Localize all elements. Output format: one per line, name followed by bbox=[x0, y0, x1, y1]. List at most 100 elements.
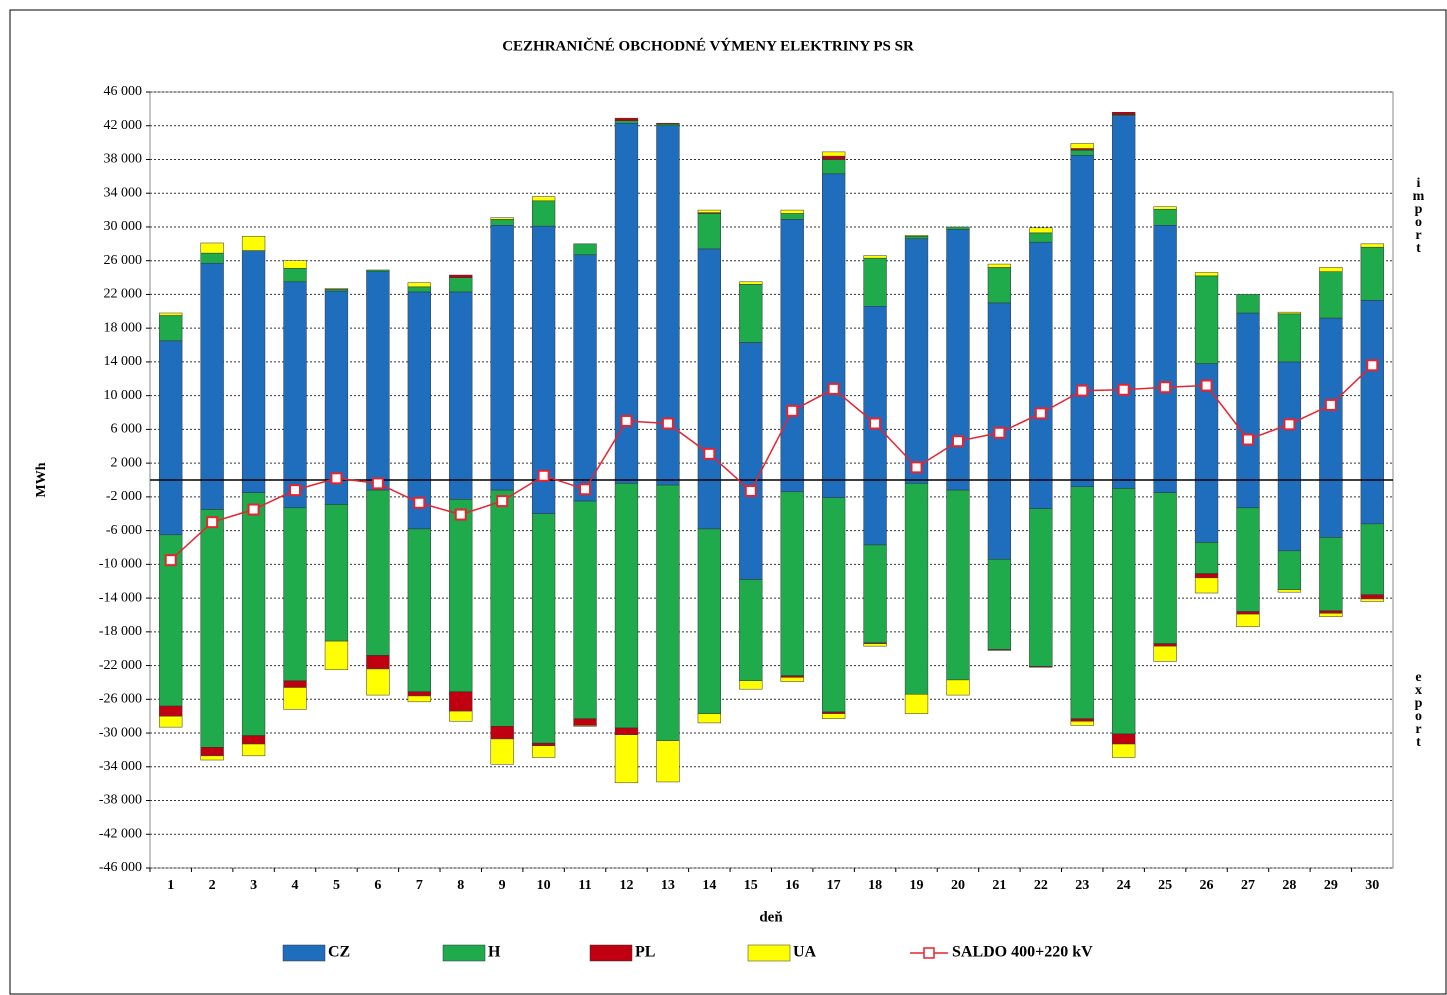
bar-segment bbox=[739, 579, 763, 681]
bar-segment bbox=[656, 479, 680, 486]
bar-segment bbox=[904, 238, 929, 481]
line-marker bbox=[951, 435, 964, 448]
bar-segment bbox=[200, 509, 224, 748]
bar-segment bbox=[1112, 733, 1136, 745]
bar-segment bbox=[241, 235, 266, 251]
bar-segment bbox=[987, 263, 1012, 268]
line-marker bbox=[1200, 379, 1213, 392]
line bbox=[170, 364, 1373, 561]
bar-segment bbox=[863, 305, 887, 481]
y-tick-label: -30 000 bbox=[99, 725, 142, 740]
bar-segment bbox=[739, 680, 763, 690]
bar-segment bbox=[1360, 598, 1384, 602]
bar-segment bbox=[822, 479, 846, 498]
bar-segment bbox=[614, 117, 639, 121]
bar-segment bbox=[822, 159, 846, 175]
bar-segment bbox=[614, 727, 639, 735]
line-marker bbox=[1324, 398, 1337, 411]
bar-segment bbox=[1319, 537, 1343, 611]
bar-segment bbox=[1070, 143, 1094, 149]
bar-segment bbox=[1029, 508, 1053, 667]
bar-segment bbox=[863, 255, 887, 259]
y-tick-label: 10 000 bbox=[104, 388, 143, 403]
bar-segment bbox=[1360, 523, 1384, 595]
bar-segment bbox=[159, 312, 183, 316]
bar-segment bbox=[1070, 486, 1094, 719]
bar-segment bbox=[407, 695, 431, 703]
bar-segment bbox=[1319, 610, 1343, 614]
bar-segment bbox=[200, 755, 224, 761]
y-tick-label: 14 000 bbox=[104, 354, 143, 369]
bar-segment bbox=[241, 250, 266, 481]
legend-swatch bbox=[589, 944, 633, 962]
bar-segment bbox=[283, 680, 307, 688]
y-tick-label: -34 000 bbox=[99, 759, 142, 774]
line-marker bbox=[1283, 418, 1296, 431]
x-axis-label: deň bbox=[759, 909, 783, 925]
bar-segment bbox=[987, 267, 1012, 304]
bar-segment bbox=[1029, 227, 1053, 234]
x-tick-label: 22 bbox=[1034, 878, 1048, 893]
y-tick-label: -14 000 bbox=[99, 590, 142, 605]
bar-segment bbox=[1236, 507, 1260, 612]
line-marker bbox=[413, 496, 426, 509]
line-marker bbox=[1117, 383, 1130, 396]
bar-segment bbox=[697, 479, 721, 530]
bar-segment bbox=[531, 196, 556, 202]
bar-segment bbox=[1112, 115, 1136, 481]
legend-label: CZ bbox=[328, 944, 350, 961]
bar-segment bbox=[407, 282, 431, 288]
bar-segment bbox=[739, 284, 763, 343]
bar-segment bbox=[1153, 206, 1177, 210]
bar-segment bbox=[241, 743, 266, 757]
bar-segment bbox=[573, 500, 597, 719]
y-tick-label: -38 000 bbox=[99, 793, 142, 808]
y-axis-label: MWh bbox=[34, 462, 49, 497]
x-tick-label: 27 bbox=[1241, 878, 1255, 893]
bar-segment bbox=[697, 713, 721, 724]
bar-segment bbox=[1070, 148, 1094, 151]
line-marker bbox=[620, 414, 633, 427]
bar-segment bbox=[946, 679, 970, 696]
x-tick-label: 18 bbox=[868, 878, 882, 893]
legend-label: SALDO 400+220 kV bbox=[952, 944, 1093, 961]
x-tick-label: 12 bbox=[619, 878, 633, 893]
x-tick-label: 13 bbox=[661, 878, 675, 893]
line-marker bbox=[1159, 381, 1172, 394]
bar-segment bbox=[1236, 294, 1260, 314]
bar-segment bbox=[1112, 479, 1136, 489]
bar-segment bbox=[822, 713, 846, 719]
line-marker bbox=[371, 477, 384, 490]
bar-segment bbox=[780, 677, 804, 682]
line-marker bbox=[537, 469, 550, 482]
bar-segment bbox=[656, 122, 680, 125]
bar-segment bbox=[1319, 479, 1343, 538]
bar-segment bbox=[1360, 594, 1384, 600]
x-tick-label: 16 bbox=[785, 878, 799, 893]
bar-segment bbox=[987, 302, 1012, 481]
bar-segment bbox=[697, 209, 721, 213]
y-tick-label: 46 000 bbox=[104, 84, 143, 99]
bar-segment bbox=[1070, 718, 1094, 722]
bar-segment bbox=[283, 687, 307, 710]
bar-segment bbox=[1194, 577, 1219, 594]
line-marker bbox=[869, 417, 882, 430]
import-label: import bbox=[1411, 176, 1426, 254]
export-label: export bbox=[1411, 670, 1426, 748]
x-tick-label: 2 bbox=[209, 878, 216, 893]
bar-segment bbox=[573, 254, 597, 481]
legend-swatch bbox=[442, 944, 486, 962]
bar-segment bbox=[946, 226, 970, 230]
legend-marker bbox=[923, 947, 935, 959]
bar-segment bbox=[1029, 241, 1053, 481]
x-tick-label: 25 bbox=[1158, 878, 1172, 893]
bar-segment bbox=[490, 726, 514, 740]
x-tick-label: 11 bbox=[578, 878, 591, 893]
bar-segment bbox=[200, 747, 224, 757]
bar-segment bbox=[1277, 589, 1302, 593]
x-tick-label: 20 bbox=[951, 878, 965, 893]
bar-segment bbox=[200, 479, 224, 510]
line-marker bbox=[454, 508, 467, 521]
bar-segment bbox=[407, 286, 431, 293]
